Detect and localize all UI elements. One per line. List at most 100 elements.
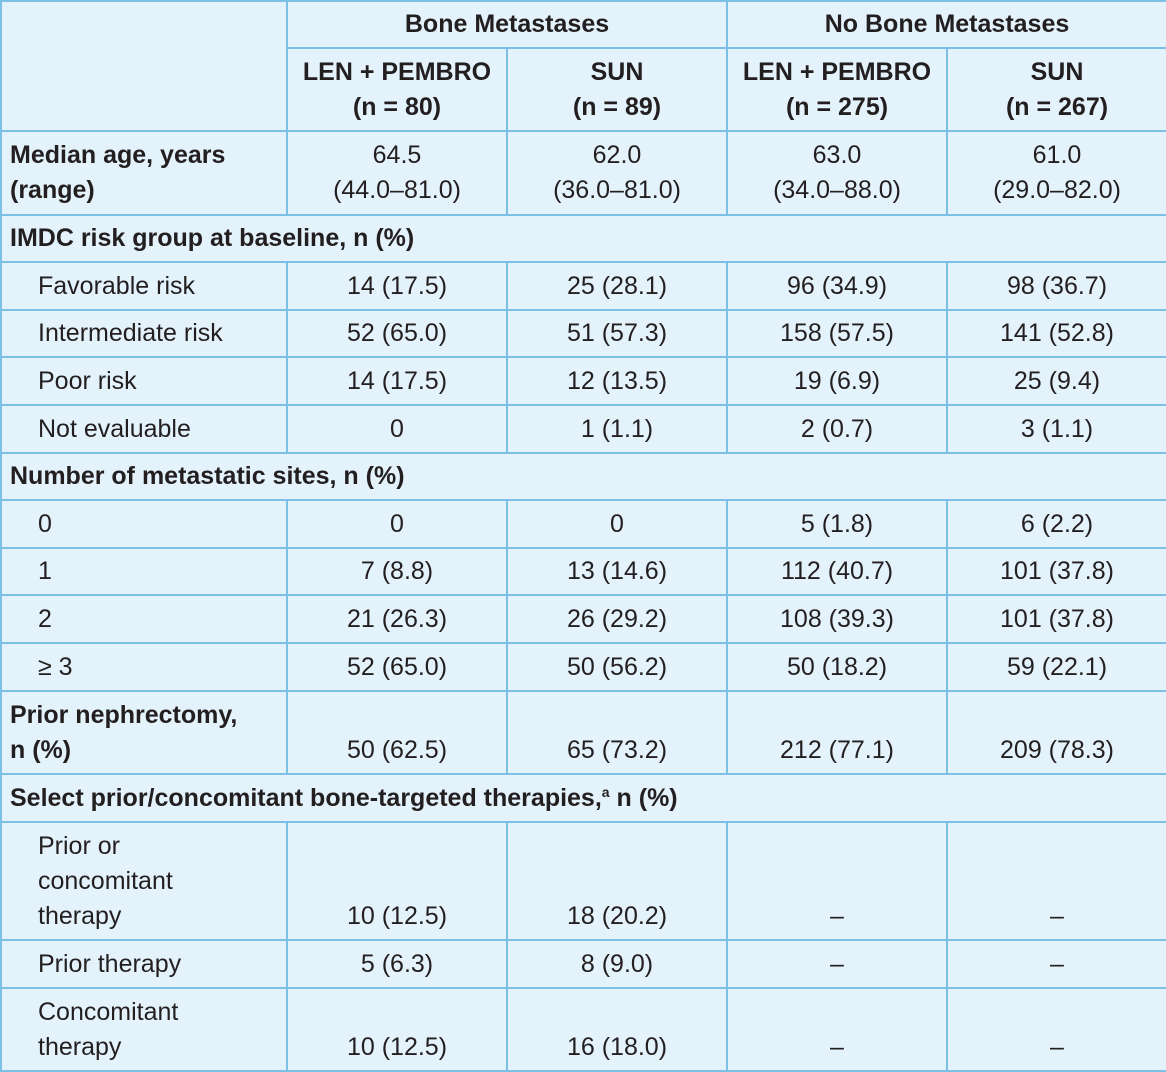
section-title-imdc: IMDC risk group at baseline, n (%) bbox=[0, 214, 1166, 263]
table-cell: 112 (40.7) bbox=[726, 547, 948, 596]
table-cell: 1 (1.1) bbox=[506, 404, 728, 454]
table-cell: 61.0 (29.0–82.0) bbox=[946, 130, 1166, 216]
column-header-n: (n = 275) bbox=[785, 92, 889, 121]
column-header: LEN + PEMBRO (n = 275) bbox=[726, 47, 948, 132]
table-cell: 6 (2.2) bbox=[946, 499, 1166, 549]
table-cell: – bbox=[946, 939, 1166, 989]
table-cell: – bbox=[726, 987, 948, 1072]
column-header-name: SUN bbox=[590, 57, 644, 86]
table-cell: 63.0 (34.0–88.0) bbox=[726, 130, 948, 216]
table-cell: 12 (13.5) bbox=[506, 356, 728, 406]
section-header-row: Select prior/concomitant bone-targeted t… bbox=[0, 773, 1166, 823]
row-label: Prior therapy bbox=[0, 939, 288, 989]
group-header-bone-mets: Bone Metastases bbox=[286, 0, 728, 49]
section-header-row: Number of metastatic sites, n (%) bbox=[0, 452, 1166, 501]
table-cell: 101 (37.8) bbox=[946, 594, 1166, 644]
column-header-n: (n = 80) bbox=[352, 92, 442, 121]
row-label: ≥ 3 bbox=[0, 642, 288, 692]
column-header: LEN + PEMBRO (n = 80) bbox=[286, 47, 508, 132]
table-cell: 98 (36.7) bbox=[946, 261, 1166, 311]
table-cell: 10 (12.5) bbox=[286, 987, 508, 1072]
row-label: Prior nephrectomy, n (%) bbox=[0, 690, 288, 775]
table-cell: 52 (65.0) bbox=[286, 642, 508, 692]
table-row: Poor risk 14 (17.5) 12 (13.5) 19 (6.9) 2… bbox=[0, 356, 1166, 406]
table-cell: 3 (1.1) bbox=[946, 404, 1166, 454]
row-label: 1 bbox=[0, 547, 288, 596]
section-title-suffix: n (%) bbox=[609, 783, 678, 812]
row-label: Concomitant therapy bbox=[0, 987, 288, 1072]
table-cell: 62.0 (36.0–81.0) bbox=[506, 130, 728, 216]
table-cell: 14 (17.5) bbox=[286, 261, 508, 311]
table-row: 2 21 (26.3) 26 (29.2) 108 (39.3) 101 (37… bbox=[0, 594, 1166, 644]
table-cell: 141 (52.8) bbox=[946, 309, 1166, 358]
table-cell: 101 (37.8) bbox=[946, 547, 1166, 596]
median-age-row: Median age, years (range) 64.5 (44.0–81.… bbox=[0, 130, 1166, 216]
table-cell: 52 (65.0) bbox=[286, 309, 508, 358]
table-cell: 59 (22.1) bbox=[946, 642, 1166, 692]
table-cell: – bbox=[726, 939, 948, 989]
table-cell: 212 (77.1) bbox=[726, 690, 948, 775]
table-cell: 65 (73.2) bbox=[506, 690, 728, 775]
column-header-name: SUN bbox=[1030, 57, 1084, 86]
row-label: Favorable risk bbox=[0, 261, 288, 311]
group-header-row: Bone Metastases No Bone Metastases bbox=[0, 0, 1166, 132]
column-header-name: LEN + PEMBRO bbox=[742, 57, 932, 86]
table-row: Favorable risk 14 (17.5) 25 (28.1) 96 (3… bbox=[0, 261, 1166, 311]
group-header-no-bone-mets: No Bone Metastases bbox=[726, 0, 1166, 49]
row-label: Not evaluable bbox=[0, 404, 288, 454]
table-cell: 26 (29.2) bbox=[506, 594, 728, 644]
column-header: SUN (n = 267) bbox=[946, 47, 1166, 132]
table-cell: 18 (20.2) bbox=[506, 821, 728, 941]
column-header: SUN (n = 89) bbox=[506, 47, 728, 132]
corner-cell bbox=[0, 0, 288, 132]
table-row: Prior therapy 5 (6.3) 8 (9.0) – – bbox=[0, 939, 1166, 989]
table-cell: – bbox=[946, 987, 1166, 1072]
row-label: Median age, years (range) bbox=[0, 130, 288, 216]
table-row: Prior or concomitant therapy 10 (12.5) 1… bbox=[0, 821, 1166, 941]
table-cell: 158 (57.5) bbox=[726, 309, 948, 358]
table-cell: 16 (18.0) bbox=[506, 987, 728, 1072]
section-title-bone-therapies: Select prior/concomitant bone-targeted t… bbox=[0, 773, 1166, 823]
table-cell: 5 (6.3) bbox=[286, 939, 508, 989]
column-header-name: LEN + PEMBRO bbox=[302, 57, 492, 86]
table-cell: 51 (57.3) bbox=[506, 309, 728, 358]
table-cell: 19 (6.9) bbox=[726, 356, 948, 406]
section-title-sites: Number of metastatic sites, n (%) bbox=[0, 452, 1166, 501]
table-cell: – bbox=[726, 821, 948, 941]
table-cell: 209 (78.3) bbox=[946, 690, 1166, 775]
table-cell: 21 (26.3) bbox=[286, 594, 508, 644]
table-cell: 0 bbox=[506, 499, 728, 549]
table-cell: 14 (17.5) bbox=[286, 356, 508, 406]
table-cell: 96 (34.9) bbox=[726, 261, 948, 311]
table-row: 1 7 (8.8) 13 (14.6) 112 (40.7) 101 (37.8… bbox=[0, 547, 1166, 596]
table-row: Concomitant therapy 10 (12.5) 16 (18.0) … bbox=[0, 987, 1166, 1072]
column-header-n: (n = 267) bbox=[1005, 92, 1109, 121]
row-label: Prior or concomitant therapy bbox=[0, 821, 288, 941]
row-label: 0 bbox=[0, 499, 288, 549]
table-cell: 2 (0.7) bbox=[726, 404, 948, 454]
table-cell: 13 (14.6) bbox=[506, 547, 728, 596]
table-cell: 50 (62.5) bbox=[286, 690, 508, 775]
column-header-n: (n = 89) bbox=[572, 92, 662, 121]
table-cell: – bbox=[946, 821, 1166, 941]
table-row: ≥ 3 52 (65.0) 50 (56.2) 50 (18.2) 59 (22… bbox=[0, 642, 1166, 692]
section-header-row: IMDC risk group at baseline, n (%) bbox=[0, 214, 1166, 263]
row-label: Intermediate risk bbox=[0, 309, 288, 358]
table-cell: 8 (9.0) bbox=[506, 939, 728, 989]
table-cell: 0 bbox=[286, 499, 508, 549]
table-cell: 50 (18.2) bbox=[726, 642, 948, 692]
column-header-row: LEN + PEMBRO (n = 80) SUN (n = 89) LEN + P… bbox=[1, 47, 1166, 132]
row-label: Poor risk bbox=[0, 356, 288, 406]
table-cell: 10 (12.5) bbox=[286, 821, 508, 941]
table-cell: 108 (39.3) bbox=[726, 594, 948, 644]
table-cell: 0 bbox=[286, 404, 508, 454]
nephrectomy-row: Prior nephrectomy, n (%) 50 (62.5) 65 (7… bbox=[0, 690, 1166, 775]
table-cell: 5 (1.8) bbox=[726, 499, 948, 549]
section-title-text: Select prior/concomitant bone-targeted t… bbox=[10, 783, 602, 812]
table-cell: 50 (56.2) bbox=[506, 642, 728, 692]
table-row: 0 0 0 5 (1.8) 6 (2.2) bbox=[0, 499, 1166, 549]
table-cell: 64.5 (44.0–81.0) bbox=[286, 130, 508, 216]
row-label: 2 bbox=[0, 594, 288, 644]
footnote-marker: a bbox=[601, 783, 610, 800]
